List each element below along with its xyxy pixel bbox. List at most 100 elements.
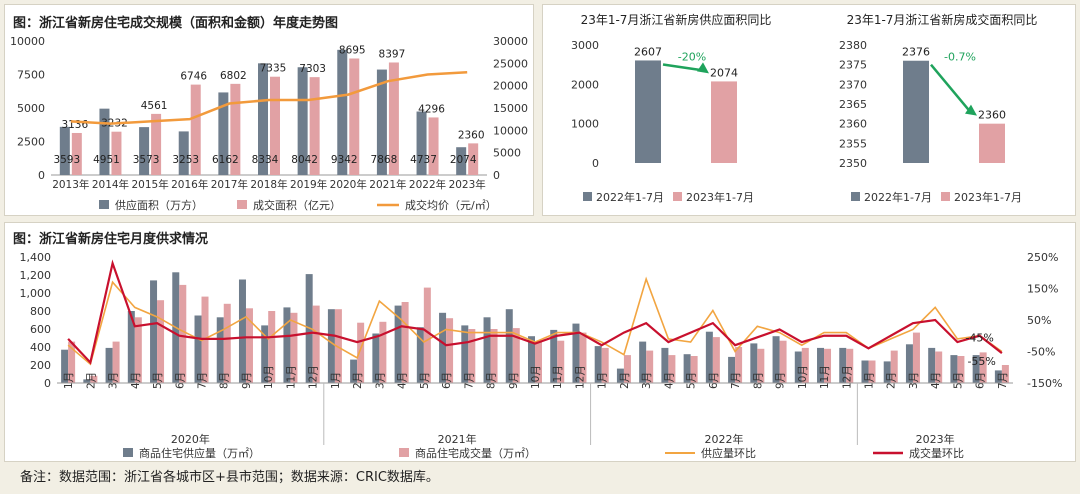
monthly-supply-bar	[705, 331, 713, 383]
annual-sales-label: 2360	[458, 129, 485, 141]
monthly-yright-tick: -50%	[1027, 346, 1055, 359]
annual-x-tick: 2021年	[369, 178, 406, 191]
monthly-x-tick: 11月	[552, 365, 564, 389]
sales-yoy-legend-item: 2022年1-7月	[864, 190, 932, 204]
monthly-sales-bar	[379, 321, 387, 383]
monthly-x-tick: 7月	[730, 372, 742, 389]
monthly-x-tick: 6月	[975, 372, 987, 389]
monthly-sales-bar	[179, 284, 187, 383]
monthly-x-tick: 10月	[797, 365, 809, 389]
monthly-x-tick: 7月	[463, 372, 475, 389]
monthly-x-tick: 4月	[397, 372, 409, 389]
monthly-supply-bar	[616, 368, 624, 383]
annual-supply-label: 3573	[133, 154, 160, 166]
annual-sales-label: 4296	[418, 103, 445, 115]
monthly-supply-bar	[750, 343, 758, 383]
monthly-supply-bar	[61, 349, 69, 383]
monthly-x-tick: 3月	[374, 372, 386, 389]
supply-yoy-bar	[635, 60, 661, 163]
monthly-year-label: 2022年	[704, 432, 743, 446]
monthly-legend-supply-mom: 供应量环比	[701, 446, 756, 460]
monthly-x-tick: 12月	[841, 365, 853, 389]
monthly-yleft-tick: 600	[30, 323, 51, 336]
annual-supply-label: 9342	[331, 154, 358, 166]
monthly-x-tick: 7月	[997, 372, 1009, 389]
supply-yoy-legend-swatch	[583, 192, 592, 201]
sales-yoy-change-arrowhead	[965, 104, 977, 116]
annual-legend-sales-swatch	[237, 200, 247, 209]
monthly-sales-bar	[490, 329, 498, 383]
monthly-sales-bar	[1001, 365, 1009, 383]
monthly-yright-tick: 150%	[1027, 283, 1058, 296]
annual-x-tick: 2014年	[92, 178, 129, 191]
monthly-x-tick: 6月	[174, 372, 186, 389]
annual-legend-sales: 成交面积（亿元）	[253, 198, 341, 212]
monthly-supply-bar	[572, 323, 580, 383]
monthly-supply-bar	[216, 317, 224, 383]
annual-sales-label: 6746	[180, 71, 207, 83]
monthly-sales-bar	[535, 341, 542, 383]
monthly-x-tick: 11月	[819, 365, 831, 389]
sales-yoy-y-tick: 2375	[839, 59, 867, 72]
monthly-sales-bar	[579, 332, 587, 383]
monthly-sales-bar	[890, 350, 898, 383]
monthly-sales-bar	[690, 356, 698, 383]
annual-title: 图：浙江省新房住宅成交规模（面积和金额）年度走势图	[13, 15, 338, 31]
monthly-supply-bar	[839, 347, 847, 383]
monthly-yleft-tick: 800	[30, 305, 51, 318]
monthly-supply-bar	[283, 307, 291, 383]
monthly-sales-bar	[512, 328, 520, 383]
annual-yright-tick: 25000	[493, 57, 528, 70]
monthly-supply-bar	[150, 280, 158, 383]
sales-yoy-legend-swatch	[941, 192, 950, 201]
monthly-x-tick: 2月	[619, 372, 631, 389]
monthly-supply-bar	[261, 325, 269, 383]
monthly-supply-bar	[483, 317, 491, 383]
monthly-supply-bar	[350, 359, 358, 383]
annual-sales-label: 6802	[220, 70, 247, 82]
monthly-sales-bar	[868, 360, 876, 383]
sales-yoy-y-tick: 2360	[839, 118, 867, 131]
monthly-supply-bar	[461, 325, 469, 383]
monthly-sales-bar	[757, 348, 765, 383]
monthly-annotation-supply: -45%	[965, 332, 993, 345]
monthly-sales-bar	[90, 375, 98, 383]
annual-sales-bar	[270, 76, 280, 175]
sales-yoy-panel: 23年1-7月浙江省新房成交面积同比 2350 2355 2360 2365 2370 23…	[809, 4, 1076, 216]
monthly-supply-bar	[794, 351, 802, 383]
monthly-x-tick: 5月	[419, 372, 431, 389]
annual-supply-label: 6162	[212, 154, 239, 166]
monthly-yleft-tick: 400	[30, 341, 51, 354]
monthly-supply-bar	[817, 347, 825, 383]
annual-yright-tick: 5000	[493, 147, 521, 160]
annual-supply-label: 4737	[410, 154, 437, 166]
annual-x-tick: 2015年	[131, 178, 168, 191]
monthly-supply-bar	[127, 311, 135, 383]
monthly-x-tick: 4月	[930, 372, 942, 389]
supply-yoy-y-tick: 2000	[571, 78, 599, 91]
monthly-legend-supply-swatch	[123, 448, 133, 457]
monthly-x-tick: 9月	[241, 372, 253, 389]
monthly-supply-bar	[83, 379, 91, 383]
monthly-x-tick: 11月	[285, 365, 297, 389]
monthly-supply-bar	[972, 355, 980, 383]
monthly-x-tick: 8月	[219, 372, 231, 389]
annual-supply-label: 3593	[53, 154, 80, 166]
supply-yoy-y-tick: 3000	[571, 39, 599, 52]
monthly-legend-sales-swatch	[399, 448, 409, 457]
monthly-supply-bar	[683, 354, 691, 383]
annual-yleft-tick: 2500	[17, 136, 45, 149]
monthly-supply-bar	[928, 347, 936, 383]
monthly-sales-bar	[290, 312, 298, 383]
monthly-x-tick: 5月	[952, 372, 964, 389]
annual-sales-label: 7335	[260, 63, 287, 75]
annual-supply-label: 4951	[93, 154, 120, 166]
annual-sales-bar	[71, 132, 82, 175]
sales-yoy-title: 23年1-7月浙江省新房成交面积同比	[847, 12, 1038, 27]
supply-yoy-bar	[711, 81, 737, 163]
monthly-title: 图：浙江省新房住宅月度供求情况	[13, 231, 208, 247]
monthly-yright-tick: -150%	[1027, 377, 1062, 390]
annual-sales-bar	[388, 62, 399, 175]
monthly-yleft-tick: 1,000	[20, 287, 52, 300]
monthly-sales-bar	[446, 318, 454, 383]
